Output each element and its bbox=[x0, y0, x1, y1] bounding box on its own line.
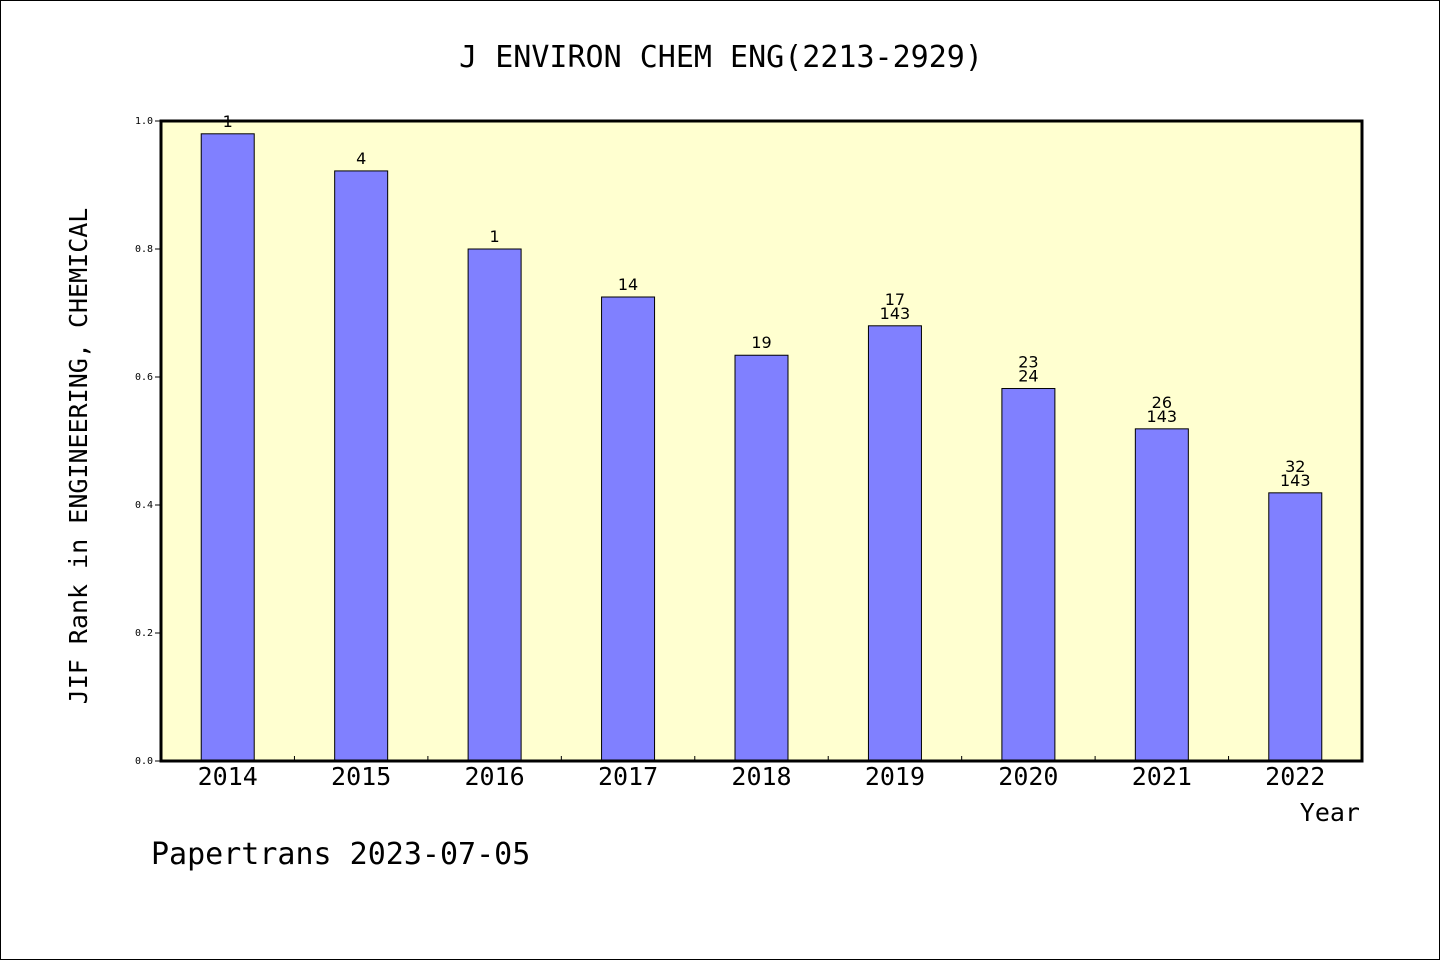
y-tick-label: 0.6 bbox=[135, 372, 153, 383]
x-tick-label: 2016 bbox=[465, 762, 525, 791]
data-label-2015: 4 bbox=[356, 149, 366, 168]
data-label-2016: 1 bbox=[490, 227, 500, 246]
x-tick-label: 2019 bbox=[865, 762, 925, 791]
y-tick-label: 1.0 bbox=[135, 116, 153, 127]
bar-2020 bbox=[1001, 388, 1056, 762]
data-label-2019: 143 bbox=[880, 304, 911, 323]
x-tick-label: 2015 bbox=[331, 762, 391, 791]
x-tick-label: 2017 bbox=[598, 762, 658, 791]
chart-title: J ENVIRON CHEM ENG(2213-2929) bbox=[459, 40, 983, 75]
bar-2016 bbox=[467, 248, 522, 762]
data-label-2022: 143 bbox=[1280, 471, 1311, 490]
bar-2014 bbox=[200, 133, 255, 762]
data-label-2020: 23 bbox=[1018, 353, 1038, 372]
data-label-2017: 14 bbox=[618, 275, 638, 294]
bar-2021 bbox=[1134, 428, 1189, 762]
bar-2022 bbox=[1268, 492, 1323, 762]
data-label-2019: 17 bbox=[885, 290, 905, 309]
x-tick-label: 2014 bbox=[198, 762, 258, 791]
x-axis-label: Year bbox=[1300, 798, 1360, 827]
x-tick-label: 2022 bbox=[1265, 762, 1325, 791]
footer-credit: Papertrans 2023-07-05 bbox=[151, 837, 530, 872]
data-label-2021: 143 bbox=[1147, 407, 1178, 426]
bar-2018 bbox=[734, 354, 789, 762]
data-label-2021: 26 bbox=[1152, 393, 1172, 412]
y-tick-label: 0.2 bbox=[135, 628, 153, 639]
y-tick-label: 0.8 bbox=[135, 244, 153, 255]
x-tick-label: 2020 bbox=[998, 762, 1058, 791]
bar-2017 bbox=[601, 296, 656, 762]
plot-border bbox=[159, 119, 1364, 763]
y-tick-label: 0.0 bbox=[135, 756, 153, 767]
data-label-2018: 19 bbox=[751, 333, 771, 352]
y-axis-label: JIF Rank in ENGINEERING, CHEMICAL bbox=[64, 208, 93, 705]
y-tick-label: 0.4 bbox=[135, 500, 153, 511]
x-tick-label: 2021 bbox=[1132, 762, 1192, 791]
data-label-2020: 24 bbox=[1018, 367, 1038, 386]
x-axis-ticks: 2014 2015 2016 2017 2018 2019 2020 2021 2022 bbox=[198, 756, 1325, 791]
bars-layer bbox=[200, 133, 1323, 762]
x-tick-label: 2018 bbox=[731, 762, 791, 791]
bar-2019 bbox=[867, 325, 922, 762]
data-label-2022: 32 bbox=[1285, 457, 1305, 476]
bar-2015 bbox=[334, 170, 389, 762]
y-axis-ticks: 0.0 0.2 0.4 0.6 0.8 1.0 bbox=[135, 116, 161, 767]
